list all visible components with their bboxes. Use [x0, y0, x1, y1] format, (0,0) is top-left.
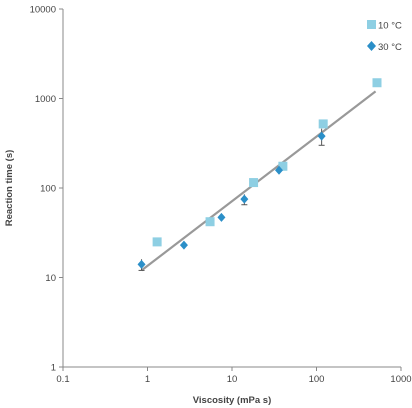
- fit-line: [140, 90, 377, 272]
- y-tick-label: 100: [40, 184, 56, 195]
- point-30c: [317, 131, 326, 141]
- point-10c: [205, 217, 215, 227]
- x-ticks: 0.1 1 10 100 1000: [56, 367, 412, 385]
- axes: [62, 9, 401, 368]
- point-10c: [152, 237, 162, 247]
- legend: 10 °C 30 °C: [367, 20, 402, 53]
- x-tick-label: 1: [145, 374, 150, 385]
- point-10c: [372, 78, 382, 88]
- point-30c: [240, 194, 249, 204]
- y-tick-label: 1: [51, 363, 56, 374]
- y-ticks: 1 10 100 1000 10000: [30, 5, 63, 374]
- y-tick-label: 10: [45, 273, 56, 284]
- legend-marker-10c: [367, 20, 376, 29]
- y-axis-label: Reaction time (s): [4, 150, 15, 227]
- point-30c: [217, 212, 226, 222]
- point-30c: [275, 165, 284, 175]
- x-tick-label: 1000: [390, 374, 411, 385]
- legend-marker-30c: [367, 41, 376, 51]
- point-10c: [318, 119, 328, 129]
- fit-line-group: [140, 90, 377, 272]
- point-30c: [179, 240, 188, 250]
- x-tick-label: 100: [309, 374, 325, 385]
- point-10c: [278, 161, 288, 171]
- legend-label-30c: 30 °C: [378, 42, 402, 53]
- y-tick-label: 1000: [35, 94, 56, 105]
- y-tick-label: 10000: [30, 5, 56, 16]
- data-marks: [137, 78, 382, 271]
- point-10c: [249, 178, 259, 188]
- x-tick-label: 10: [227, 374, 238, 385]
- legend-label-10c: 10 °C: [378, 21, 402, 32]
- point-30c: [137, 259, 146, 269]
- x-tick-label: 0.1: [56, 374, 69, 385]
- x-axis-label: Viscosity (mPa s): [193, 395, 272, 406]
